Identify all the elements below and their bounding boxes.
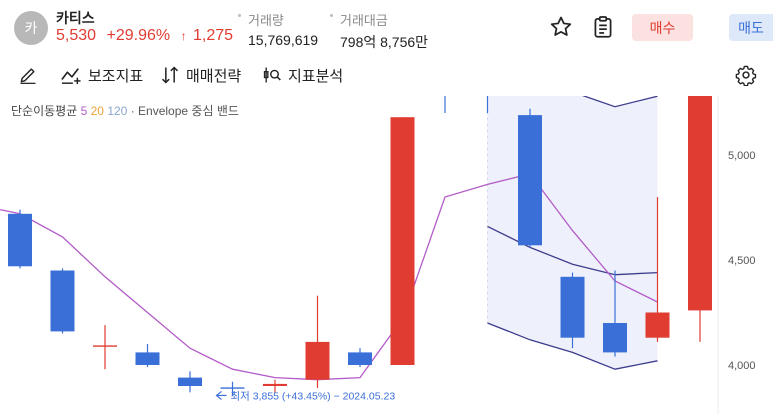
gear-icon: [735, 65, 757, 86]
y-tick-label: 4,500: [728, 255, 756, 267]
chart-toolbar: 보조지표 매매전략 지표분석: [0, 58, 773, 92]
candle-body: [518, 115, 542, 246]
indicator-analysis-label: 지표분석: [288, 67, 344, 85]
indicator-add-icon: [61, 68, 81, 85]
envelope-upper-line: [582, 96, 658, 108]
candle-body: [645, 312, 670, 338]
stock-name: 카티스: [56, 10, 95, 26]
draw-tool-button[interactable]: [18, 63, 44, 87]
candle-body: [305, 341, 330, 380]
amount-stat: 거래대금 798억 8,756만: [340, 10, 428, 52]
sort-arrows-icon: [161, 66, 179, 84]
legend-ma5: 5: [80, 104, 88, 118]
candle-body: [50, 270, 75, 332]
candle-body: [688, 96, 712, 311]
change-amount: 1,275: [193, 27, 234, 44]
legend-envelope: · Envelope 중심 밴드: [130, 104, 239, 118]
separator-dot: [238, 14, 241, 17]
candle-body: [560, 276, 585, 338]
trade-strategy-label: 매매전략: [186, 67, 242, 85]
trade-strategy-button[interactable]: 매매전략: [160, 63, 241, 87]
pencil-icon: [20, 68, 36, 84]
indicator-legend[interactable]: 단순이동평균 5 20 120 · Envelope 중심 밴드: [11, 102, 239, 119]
volume-stat: 거래량 15,769,619: [248, 10, 318, 48]
candle-body: [390, 117, 415, 365]
low-price-annotation: 최저 3,855 (+43.45%) − 2024.05.23: [231, 390, 396, 402]
envelope-lower-line: [487, 322, 658, 370]
separator-dot: [330, 14, 333, 17]
aux-indicator-label: 보조지표: [88, 67, 144, 85]
volume-value: 15,769,619: [248, 32, 319, 48]
analysis-icon: [263, 67, 281, 83]
aux-indicator-button[interactable]: 보조지표: [60, 63, 143, 87]
price-row: 5,530 +29.96% ↑ 1,275: [56, 27, 239, 45]
indicator-analysis-button[interactable]: 지표분석: [262, 63, 343, 87]
legend-ma120: 120: [107, 104, 128, 118]
sell-button[interactable]: 매도: [729, 14, 773, 41]
y-tick-label: 4,000: [728, 360, 756, 372]
stock-avatar: 카: [14, 11, 48, 45]
amount-value: 798억 8,756만: [340, 34, 429, 50]
candle-body: [603, 323, 627, 353]
candle-body: [135, 352, 160, 365]
clipboard-icon[interactable]: [590, 14, 616, 40]
candle-body: [178, 377, 202, 386]
change-percent: +29.96%: [106, 27, 171, 44]
stock-header: 카 카티스 5,530 +29.96% ↑ 1,275 거래량 15,769,6…: [0, 0, 773, 55]
buy-button[interactable]: 매수: [632, 14, 693, 41]
candle-body: [8, 213, 32, 267]
y-tick-label: 5,000: [728, 150, 756, 162]
candle-body: [348, 352, 372, 365]
candle-body: [263, 383, 287, 386]
current-price: 5,530: [56, 27, 97, 44]
legend-ma20: 20: [90, 104, 104, 118]
amount-label: 거래대금: [340, 13, 388, 28]
up-arrow-icon: ↑: [180, 29, 187, 43]
star-icon[interactable]: [548, 14, 574, 40]
legend-prefix: 단순이동평균: [11, 104, 78, 118]
envelope-middle-line: [487, 225, 658, 276]
chart-settings-button[interactable]: [735, 63, 763, 87]
volume-label: 거래량: [248, 13, 284, 28]
candlestick-chart[interactable]: 최고 6,200 (−10.81%) − 2024.05.31최저 3,855 …: [0, 96, 773, 414]
